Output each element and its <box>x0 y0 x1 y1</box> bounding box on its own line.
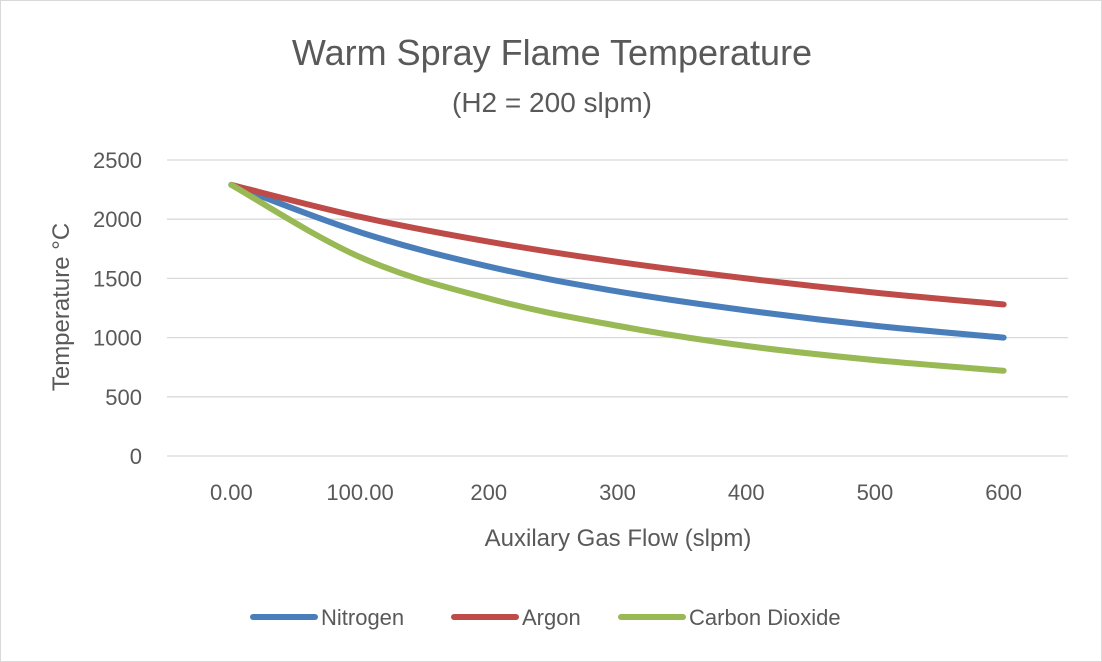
x-tick-label: 400 <box>728 480 765 505</box>
legend-label-argon: Argon <box>522 605 581 630</box>
legend: Nitrogen Argon Carbon Dioxide <box>250 605 841 630</box>
y-tick-label: 500 <box>105 385 142 410</box>
y-tick-label: 2500 <box>93 148 142 173</box>
x-tick-label: 600 <box>985 480 1022 505</box>
y-axis-ticks: 0 500 1000 1500 2000 2500 <box>93 148 142 469</box>
x-tick-label: 0.00 <box>210 480 253 505</box>
legend-label-carbon-dioxide: Carbon Dioxide <box>689 605 841 630</box>
y-tick-label: 1500 <box>93 266 142 291</box>
series-lines <box>228 181 1007 374</box>
x-tick-label: 200 <box>470 480 507 505</box>
x-tick-label: 500 <box>857 480 894 505</box>
y-axis-label: Temperature °C <box>48 223 75 391</box>
y-tick-label: 1000 <box>93 326 142 351</box>
x-axis-ticks: 0.00 100.00 200 300 400 500 600 <box>210 480 1022 505</box>
x-tick-label: 300 <box>599 480 636 505</box>
series-line-carbon-dioxide <box>228 181 1007 374</box>
chart-subtitle: (H2 = 200 slpm) <box>452 87 652 118</box>
legend-label-nitrogen: Nitrogen <box>321 605 404 630</box>
x-axis-label: Auxilary Gas Flow (slpm) <box>485 525 752 552</box>
series-line-nitrogen <box>228 181 1007 341</box>
y-tick-label: 0 <box>130 444 142 469</box>
series-line-argon <box>228 181 1007 308</box>
y-tick-label: 2000 <box>93 207 142 232</box>
chart-title: Warm Spray Flame Temperature <box>292 32 812 73</box>
x-tick-label: 100.00 <box>326 480 393 505</box>
